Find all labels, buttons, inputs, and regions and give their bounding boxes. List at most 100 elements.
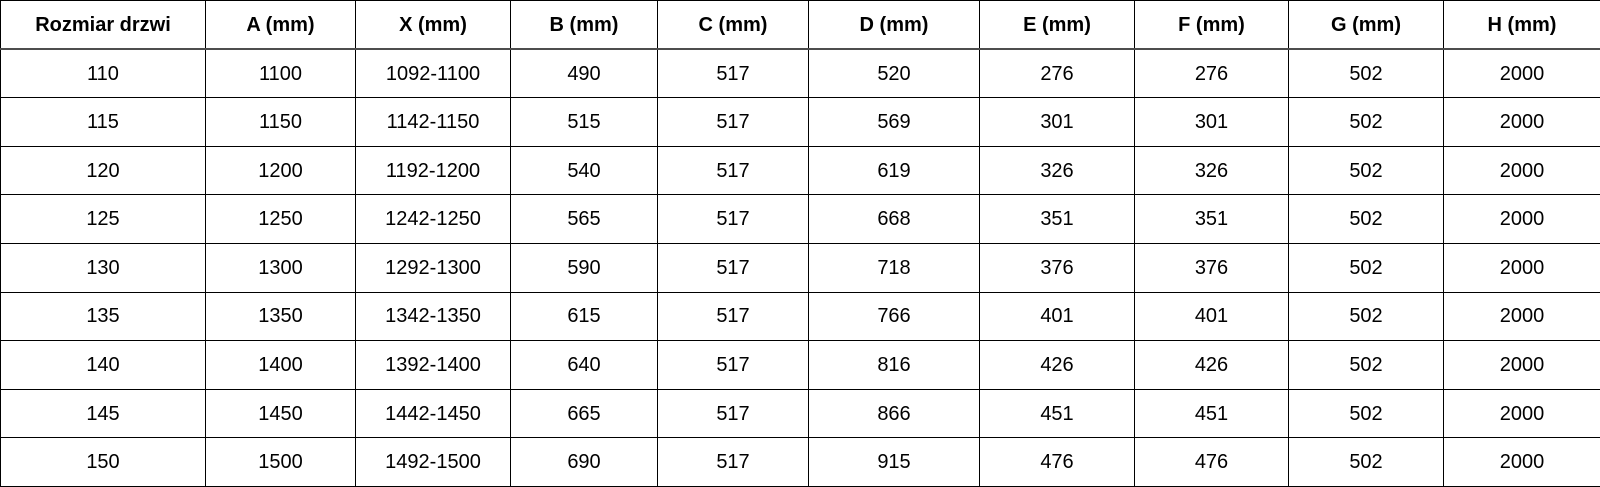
table-cell: 2000 xyxy=(1443,437,1600,487)
table-cell: 1100 xyxy=(205,48,356,99)
table-cell: 665 xyxy=(510,388,658,439)
table-cell: 140 xyxy=(0,340,206,390)
table-cell: 1392-1400 xyxy=(355,340,511,390)
table-cell: 718 xyxy=(808,242,980,293)
table-cell: 426 xyxy=(1134,340,1289,390)
table-cell: 502 xyxy=(1288,388,1444,439)
table-cell: 490 xyxy=(510,48,658,99)
column-header-g-mm: G (mm) xyxy=(1288,0,1444,50)
table-cell: 1142-1150 xyxy=(355,97,511,147)
table-cell: 502 xyxy=(1288,194,1444,244)
table-cell: 110 xyxy=(0,48,206,99)
table-cell: 1450 xyxy=(205,388,356,439)
table-cell: 2000 xyxy=(1443,242,1600,293)
column-header-a-mm: A (mm) xyxy=(205,0,356,50)
table-cell: 502 xyxy=(1288,48,1444,99)
table-row: 145 1450 1442-1450 665 517 866 451 451 502 2000 xyxy=(0,388,1600,439)
table-cell: 2000 xyxy=(1443,291,1600,342)
table-row: 135 1350 1342-1350 615 517 766 401 401 502 2000 xyxy=(0,291,1600,342)
table-row: 130 1300 1292-1300 590 517 718 376 376 502 2000 xyxy=(0,242,1600,293)
table-cell: 476 xyxy=(979,437,1135,487)
table-cell: 426 xyxy=(979,340,1135,390)
table-cell: 1092-1100 xyxy=(355,48,511,99)
table-cell: 816 xyxy=(808,340,980,390)
table-cell: 451 xyxy=(1134,388,1289,439)
table-cell: 1300 xyxy=(205,242,356,293)
table-cell: 2000 xyxy=(1443,194,1600,244)
table-cell: 376 xyxy=(1134,242,1289,293)
table-cell: 520 xyxy=(808,48,980,99)
table-cell: 2000 xyxy=(1443,388,1600,439)
table-cell: 766 xyxy=(808,291,980,342)
table-cell: 401 xyxy=(1134,291,1289,342)
table-cell: 866 xyxy=(808,388,980,439)
column-header-f-mm: F (mm) xyxy=(1134,0,1289,50)
table-cell: 517 xyxy=(657,388,809,439)
table-cell: 690 xyxy=(510,437,658,487)
column-header-d-mm: D (mm) xyxy=(808,0,980,50)
table-cell: 1292-1300 xyxy=(355,242,511,293)
table-row: 110 1100 1092-1100 490 517 520 276 276 502 2000 xyxy=(0,48,1600,99)
table-cell: 502 xyxy=(1288,97,1444,147)
table-cell: 517 xyxy=(657,194,809,244)
table-cell: 326 xyxy=(979,145,1135,196)
table-cell: 326 xyxy=(1134,145,1289,196)
table-cell: 915 xyxy=(808,437,980,487)
table-cell: 517 xyxy=(657,291,809,342)
table-cell: 515 xyxy=(510,97,658,147)
table-row: 150 1500 1492-1500 690 517 915 476 476 502 2000 xyxy=(0,437,1600,487)
table-cell: 640 xyxy=(510,340,658,390)
table-cell: 2000 xyxy=(1443,48,1600,99)
table-row: 115 1150 1142-1150 515 517 569 301 301 502 2000 xyxy=(0,97,1600,147)
table-row: 120 1200 1192-1200 540 517 619 326 326 502 2000 xyxy=(0,145,1600,196)
column-header-h-mm: H (mm) xyxy=(1443,0,1600,50)
table-cell: 476 xyxy=(1134,437,1289,487)
table-cell: 1492-1500 xyxy=(355,437,511,487)
table-cell: 301 xyxy=(1134,97,1289,147)
table-cell: 615 xyxy=(510,291,658,342)
table-cell: 115 xyxy=(0,97,206,147)
table-cell: 502 xyxy=(1288,242,1444,293)
table-cell: 351 xyxy=(979,194,1135,244)
table-cell: 301 xyxy=(979,97,1135,147)
column-header-rozmiar-drzwi: Rozmiar drzwi xyxy=(0,0,206,50)
table-cell: 376 xyxy=(979,242,1135,293)
table-cell: 502 xyxy=(1288,340,1444,390)
table-cell: 2000 xyxy=(1443,145,1600,196)
table-cell: 351 xyxy=(1134,194,1289,244)
column-header-x-mm: X (mm) xyxy=(355,0,511,50)
table-cell: 590 xyxy=(510,242,658,293)
table-cell: 502 xyxy=(1288,145,1444,196)
table-body: 110 1100 1092-1100 490 517 520 276 276 502 2000 11… xyxy=(0,48,1600,487)
table-cell: 1500 xyxy=(205,437,356,487)
table-cell: 135 xyxy=(0,291,206,342)
table-cell: 517 xyxy=(657,48,809,99)
table-cell: 540 xyxy=(510,145,658,196)
table-cell: 125 xyxy=(0,194,206,244)
table-cell: 668 xyxy=(808,194,980,244)
table-cell: 120 xyxy=(0,145,206,196)
column-header-e-mm: E (mm) xyxy=(979,0,1135,50)
table-cell: 1442-1450 xyxy=(355,388,511,439)
table-cell: 517 xyxy=(657,97,809,147)
table-cell: 1400 xyxy=(205,340,356,390)
table-header-row: Rozmiar drzwi A (mm) X (mm) B (mm) C (mm… xyxy=(0,0,1600,50)
column-header-c-mm: C (mm) xyxy=(657,0,809,50)
table-cell: 2000 xyxy=(1443,97,1600,147)
table-cell: 517 xyxy=(657,242,809,293)
table-cell: 1150 xyxy=(205,97,356,147)
table-cell: 2000 xyxy=(1443,340,1600,390)
table-cell: 1350 xyxy=(205,291,356,342)
table-row: 140 1400 1392-1400 640 517 816 426 426 502 2000 xyxy=(0,340,1600,390)
table-cell: 517 xyxy=(657,340,809,390)
table-cell: 517 xyxy=(657,437,809,487)
table-cell: 1250 xyxy=(205,194,356,244)
table-cell: 619 xyxy=(808,145,980,196)
table-cell: 276 xyxy=(979,48,1135,99)
table-cell: 1200 xyxy=(205,145,356,196)
table-cell: 1342-1350 xyxy=(355,291,511,342)
table-cell: 150 xyxy=(0,437,206,487)
table-cell: 276 xyxy=(1134,48,1289,99)
table-cell: 565 xyxy=(510,194,658,244)
